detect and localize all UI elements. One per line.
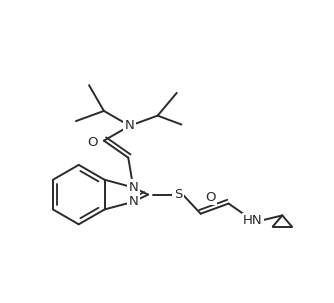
Text: N: N (128, 195, 138, 208)
Text: HN: HN (243, 214, 263, 227)
Text: N: N (128, 181, 138, 194)
Text: O: O (205, 191, 216, 204)
Text: O: O (87, 136, 97, 149)
Text: S: S (174, 188, 182, 201)
Text: N: N (125, 119, 135, 132)
